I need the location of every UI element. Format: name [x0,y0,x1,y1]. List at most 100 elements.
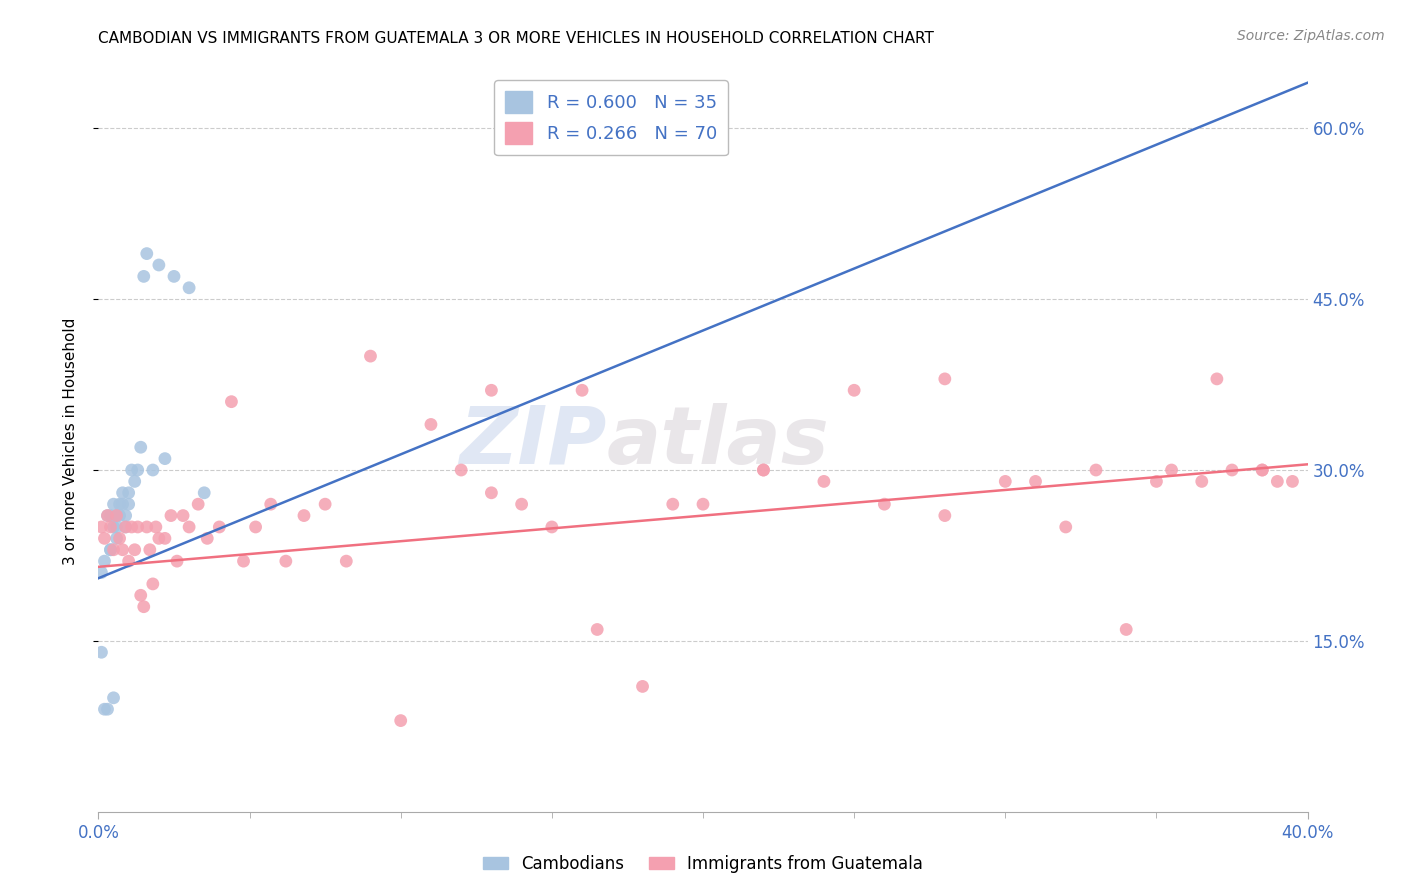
Point [103,542,125,557]
Point [752,463,775,477]
Point [994,475,1017,489]
Point [96,508,118,523]
Text: CAMBODIAN VS IMMIGRANTS FROM GUATEMALA 3 OR MORE VEHICLES IN HOUSEHOLD CORRELATI: CAMBODIAN VS IMMIGRANTS FROM GUATEMALA 3… [98,31,935,46]
Text: Source: ZipAtlas.com: Source: ZipAtlas.com [1237,29,1385,43]
Point [274,554,297,568]
Point [934,508,956,523]
Point [142,577,165,591]
Text: atlas: atlas [606,402,830,481]
Point [187,497,209,511]
Point [105,508,128,523]
Point [166,554,188,568]
Point [105,532,128,546]
Point [103,497,125,511]
Point [118,497,141,511]
Point [1251,463,1274,477]
Point [1144,475,1167,489]
Point [481,384,503,398]
Point [420,417,443,432]
Point [208,520,231,534]
Point [1085,463,1108,477]
Legend: Cambodians, Immigrants from Guatemala: Cambodians, Immigrants from Guatemala [477,848,929,880]
Point [114,508,136,523]
Point [292,508,315,523]
Point [96,702,118,716]
Point [90,566,112,580]
Point [124,542,146,557]
Point [108,508,131,523]
Point [127,520,149,534]
Point [145,520,167,534]
Point [571,384,593,398]
Point [389,714,412,728]
Point [193,485,215,500]
Point [873,497,896,511]
Point [100,542,122,557]
Point [142,463,165,477]
Point [93,554,115,568]
Point [260,497,283,511]
Point [139,542,162,557]
Point [124,475,146,489]
Point [1281,475,1303,489]
Point [179,520,201,534]
Point [148,532,170,546]
Point [114,520,136,534]
Point [586,623,609,637]
Point [1267,475,1289,489]
Point [1160,463,1182,477]
Point [129,588,152,602]
Point [540,520,562,534]
Point [90,520,112,534]
Point [111,497,134,511]
Point [844,384,866,398]
Point [1191,475,1213,489]
Point [132,599,155,614]
Point [108,532,131,546]
Legend: R = 0.600   N = 35, R = 0.266   N = 70: R = 0.600 N = 35, R = 0.266 N = 70 [495,80,728,155]
Point [100,520,122,534]
Point [1206,372,1229,386]
Text: ZIP: ZIP [458,402,606,481]
Point [114,520,136,534]
Point [481,485,503,500]
Point [1054,520,1077,534]
Point [93,532,115,546]
Point [153,532,176,546]
Point [118,554,141,568]
Point [163,269,186,284]
Point [1115,623,1137,637]
Point [232,554,254,568]
Point [510,497,533,511]
Point [195,532,218,546]
Point [129,440,152,454]
Point [1251,463,1274,477]
Point [631,680,654,694]
Point [692,497,714,511]
Point [111,542,134,557]
Point [1024,475,1046,489]
Point [105,520,128,534]
Point [221,394,243,409]
Point [148,258,170,272]
Point [1220,463,1243,477]
Point [90,645,112,659]
Point [105,508,128,523]
Point [160,508,183,523]
Point [153,451,176,466]
Point [661,497,683,511]
Point [179,281,201,295]
Point [314,497,336,511]
Point [121,520,143,534]
Point [118,485,141,500]
Point [335,554,357,568]
Point [132,269,155,284]
Point [934,372,956,386]
Point [245,520,267,534]
Point [108,497,131,511]
Point [103,520,125,534]
Point [93,702,115,716]
Point [172,508,194,523]
Point [121,463,143,477]
Point [752,463,775,477]
